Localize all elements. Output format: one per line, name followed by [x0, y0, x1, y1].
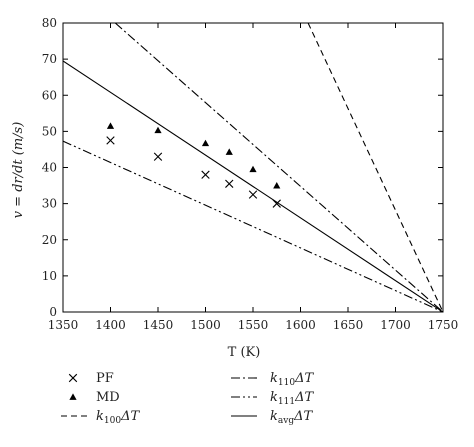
legend-label-main: k [270, 409, 278, 424]
legend-item: k110ΔT [231, 371, 314, 388]
y-tick-label: 10 [42, 269, 57, 283]
legend-label: MD [96, 390, 120, 405]
legend-label-main: k [270, 390, 278, 405]
legend-item: k100ΔT [61, 409, 140, 426]
x-tick-label: 1350 [48, 318, 79, 332]
legend-label-main: k [96, 409, 104, 424]
legend-item: kavgΔT [231, 409, 313, 426]
plot-points [106, 122, 281, 208]
legend-label-tail: ΔT [294, 390, 314, 405]
legend-label: k111ΔT [270, 390, 314, 407]
y-axis-label: v = dr/dt (m/s) [11, 122, 26, 219]
data-point-pf [225, 179, 234, 188]
data-point-pf [106, 136, 115, 145]
legend-label-tail: ΔT [120, 409, 140, 424]
legend-label-main: k [270, 371, 278, 386]
plot-lines [63, 23, 443, 312]
data-point-pf [248, 190, 258, 199]
y-tick-label: 20 [42, 233, 57, 247]
y-tick-label: 40 [42, 161, 57, 175]
legend-label-sub: avg [278, 416, 294, 426]
legend-label: k100ΔT [96, 409, 140, 426]
x-tick-label: 1550 [238, 318, 269, 332]
y-tick-label: 50 [42, 124, 57, 138]
data-point-pf [153, 152, 163, 161]
series-line-avg [63, 60, 443, 312]
x-tick-label: 1600 [285, 318, 316, 332]
legend-label: k110ΔT [270, 371, 314, 388]
legend-label: PF [96, 371, 114, 386]
x-tick-label: 1700 [380, 318, 411, 332]
data-point-md [106, 122, 115, 129]
series-line-111 [63, 140, 443, 312]
x-tick-label: 1400 [95, 318, 126, 332]
x-axis-label: T (K) [228, 345, 261, 360]
data-point-md [201, 139, 210, 147]
series-line-110 [114, 23, 443, 312]
legend-item: PF [68, 371, 114, 386]
series-line-100 [307, 23, 443, 312]
x-tick-label: 1500 [190, 318, 221, 332]
legend-label: kavgΔT [270, 409, 313, 426]
legend-label-tail: ΔT [294, 371, 314, 386]
x-tick-label: 1750 [428, 318, 459, 332]
data-point-pf [201, 170, 210, 179]
x-tick-label: 1450 [143, 318, 174, 332]
legend-marker-pf [68, 373, 78, 383]
legend-item: k111ΔT [231, 390, 314, 407]
legend-label-sub: 100 [104, 416, 121, 426]
legend-label-tail: ΔT [293, 409, 313, 424]
legend-label-sub: 110 [278, 378, 295, 388]
y-tick-label: 30 [42, 197, 57, 211]
y-tick-label: 0 [49, 305, 57, 319]
data-point-md [249, 165, 257, 173]
legend-marker-md [69, 393, 77, 400]
y-tick-label: 60 [42, 88, 57, 102]
data-point-md [154, 126, 162, 134]
x-tick-label: 1650 [333, 318, 364, 332]
data-point-pf [272, 199, 281, 208]
data-point-md [225, 148, 233, 155]
axis-ticks: 1350 1400 1450 1500 1550 1600 1650 1700 1750 0 10 2… [42, 16, 459, 332]
y-tick-label: 70 [42, 52, 57, 66]
data-point-md [273, 181, 281, 189]
legend-item: MD [69, 390, 120, 405]
y-tick-label: 80 [42, 16, 57, 30]
legend-label-sub: 111 [278, 397, 295, 407]
